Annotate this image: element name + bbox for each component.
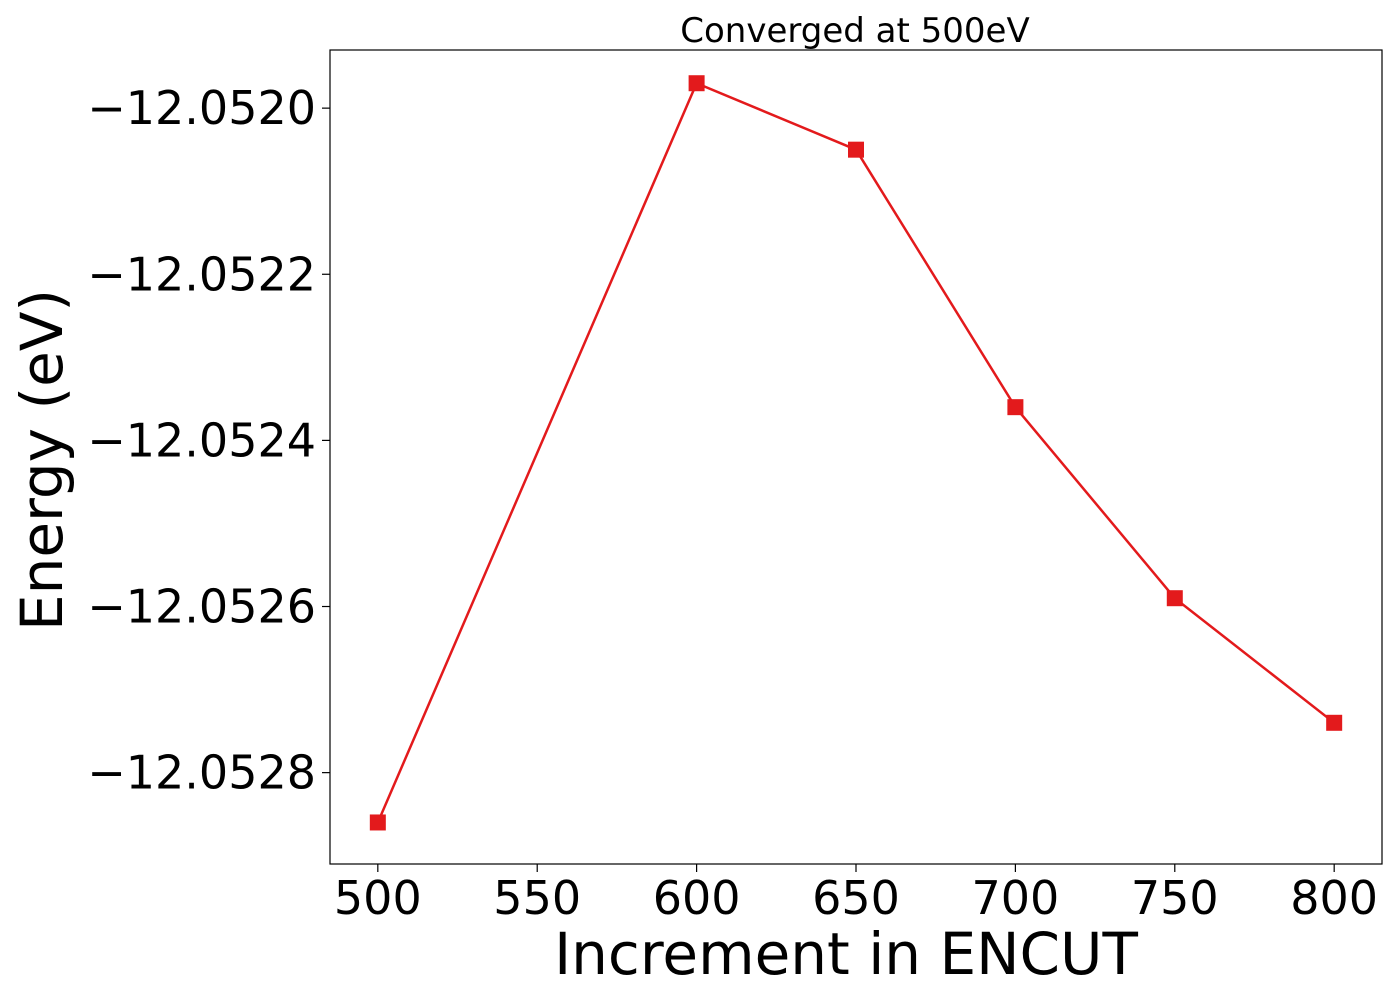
data-point-marker — [1166, 590, 1183, 607]
data-point-marker — [369, 814, 386, 831]
x-tick-label: 800 — [1290, 871, 1378, 925]
x-tick-label: 750 — [1131, 871, 1219, 925]
plot-area — [329, 49, 1383, 865]
x-axis-ticks: 500 550 600 650 700 750 800 — [334, 864, 1378, 925]
data-point-marker — [1326, 714, 1343, 731]
chart-title: Converged at 500eV — [680, 11, 1029, 51]
y-tick-label: −12.0526 — [87, 580, 316, 634]
y-tick-label: −12.0528 — [87, 746, 316, 800]
y-tick-label: −12.0524 — [87, 413, 316, 467]
y-axis-ticks: −12.0520 −12.0522 −12.0524 −12.0526 −12.0528 — [87, 81, 330, 800]
series-line — [376, 81, 1335, 823]
data-point-marker — [1007, 399, 1024, 416]
x-tick-label: 500 — [334, 871, 422, 925]
data-point-marker — [688, 75, 705, 92]
x-axis-label: Increment in ENCUT — [554, 920, 1138, 988]
y-tick-label: −12.0522 — [87, 247, 316, 301]
x-tick-label: 700 — [971, 871, 1059, 925]
y-tick-label: −12.0520 — [87, 81, 316, 135]
x-tick-label: 650 — [812, 871, 900, 925]
series-layer — [369, 75, 1343, 831]
data-point-marker — [848, 141, 864, 158]
x-tick-label: 600 — [653, 871, 741, 925]
x-tick-label: 550 — [493, 871, 581, 925]
y-axis-label: Energy (eV) — [8, 289, 76, 631]
